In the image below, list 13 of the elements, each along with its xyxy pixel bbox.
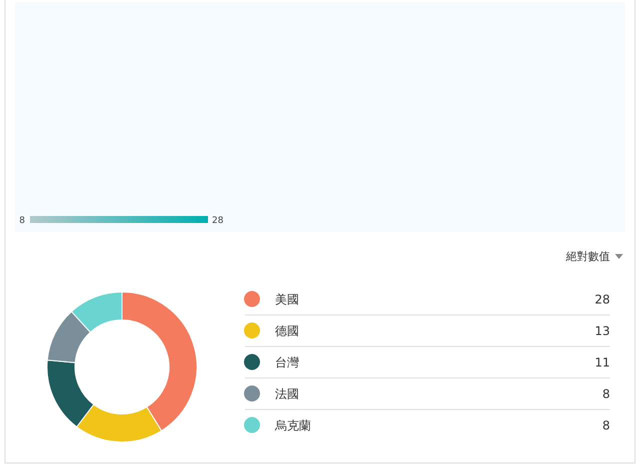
data-label: 13 [594,324,610,338]
data-label: 28 [594,292,610,306]
data-label: 8 [602,387,610,401]
legend-label: 台灣 [275,356,299,370]
legend-label: 德國 [275,324,299,338]
legend-label: 法國 [275,387,299,401]
legend-label: 烏克蘭 [274,418,311,432]
text: 8 [19,216,26,226]
text: 絕對數值 [565,250,610,263]
text: 28 [212,216,224,226]
legend-label: 美國 [275,292,299,306]
data-label: 8 [602,418,610,432]
data-label: 11 [594,356,610,370]
